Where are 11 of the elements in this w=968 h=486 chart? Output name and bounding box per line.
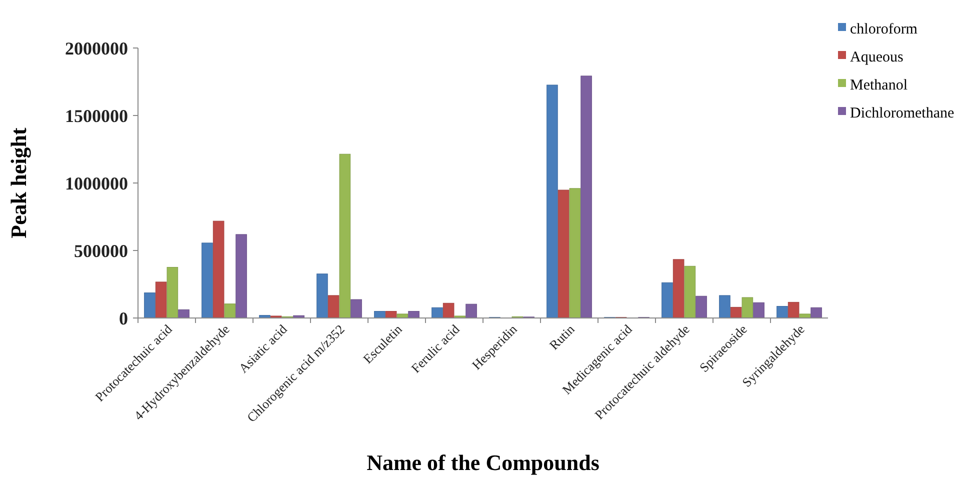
legend-label: Methanol: [850, 77, 908, 94]
legend-label: Aqueous: [850, 49, 904, 66]
y-tick-label: 1500000: [65, 106, 128, 126]
legend-label: Dichloromethane: [850, 105, 954, 122]
y-tick-label: 2000000: [65, 38, 128, 58]
x-axis-title: Name of the Compounds: [366, 450, 600, 475]
y-axis-title: Peak height: [6, 127, 31, 238]
y-tick-label: 500000: [74, 240, 128, 261]
y-tick-label: 0: [119, 308, 128, 328]
legend-label: chloroform: [850, 21, 918, 38]
y-tick-label: 1000000: [65, 173, 128, 194]
